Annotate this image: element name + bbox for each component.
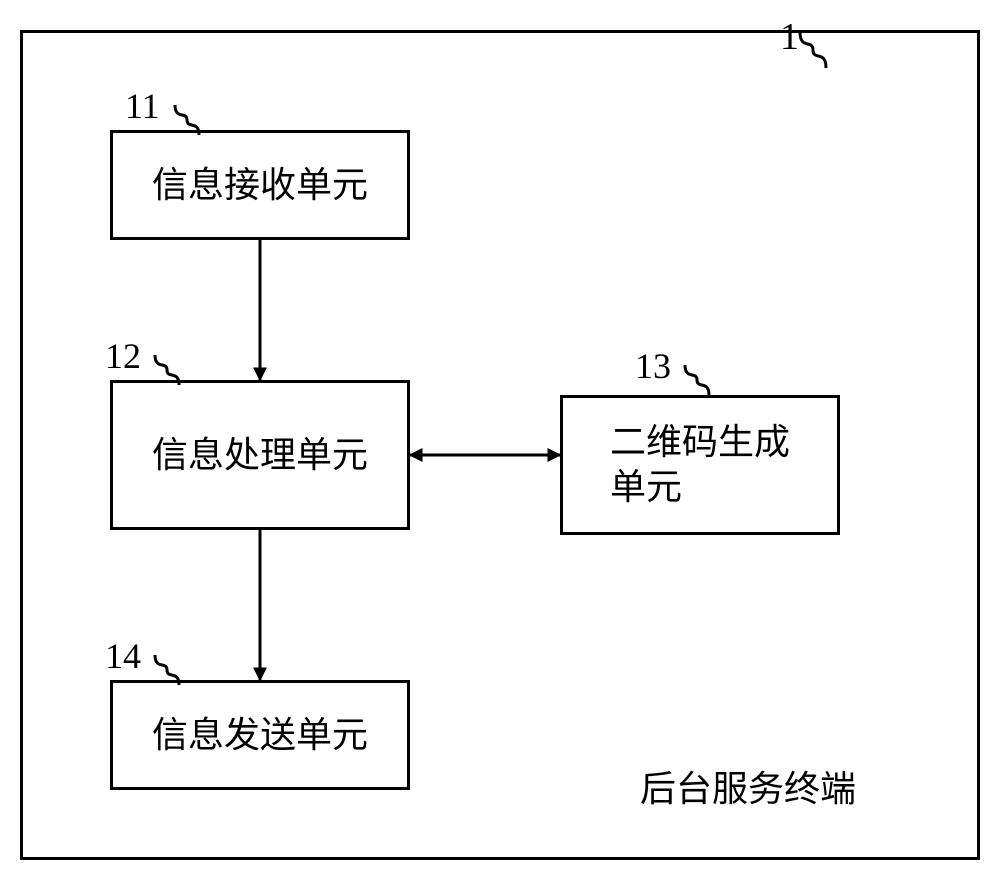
node-qr-generate-unit: 二维码生成 单元	[560, 395, 840, 535]
node-number-12: 12	[105, 335, 141, 377]
node-info-receive-unit: 信息接收单元	[110, 130, 410, 240]
node-info-send-unit: 信息发送单元	[110, 680, 410, 790]
node-number-11: 11	[125, 85, 160, 127]
node-label: 信息发送单元	[132, 713, 388, 758]
node-info-process-unit: 信息处理单元	[110, 380, 410, 530]
diagram-stage: 后台服务终端 1 信息接收单元 11 信息处理单元 12 二维码生成 单元 13…	[0, 0, 1000, 887]
node-number-13: 13	[635, 345, 671, 387]
node-label: 二维码生成 单元	[590, 420, 810, 510]
node-number-14: 14	[105, 635, 141, 677]
container-caption: 后台服务终端	[640, 760, 856, 812]
node-label: 信息接收单元	[132, 163, 388, 208]
container-number-label: 1	[780, 15, 799, 59]
node-label: 信息处理单元	[132, 433, 388, 478]
